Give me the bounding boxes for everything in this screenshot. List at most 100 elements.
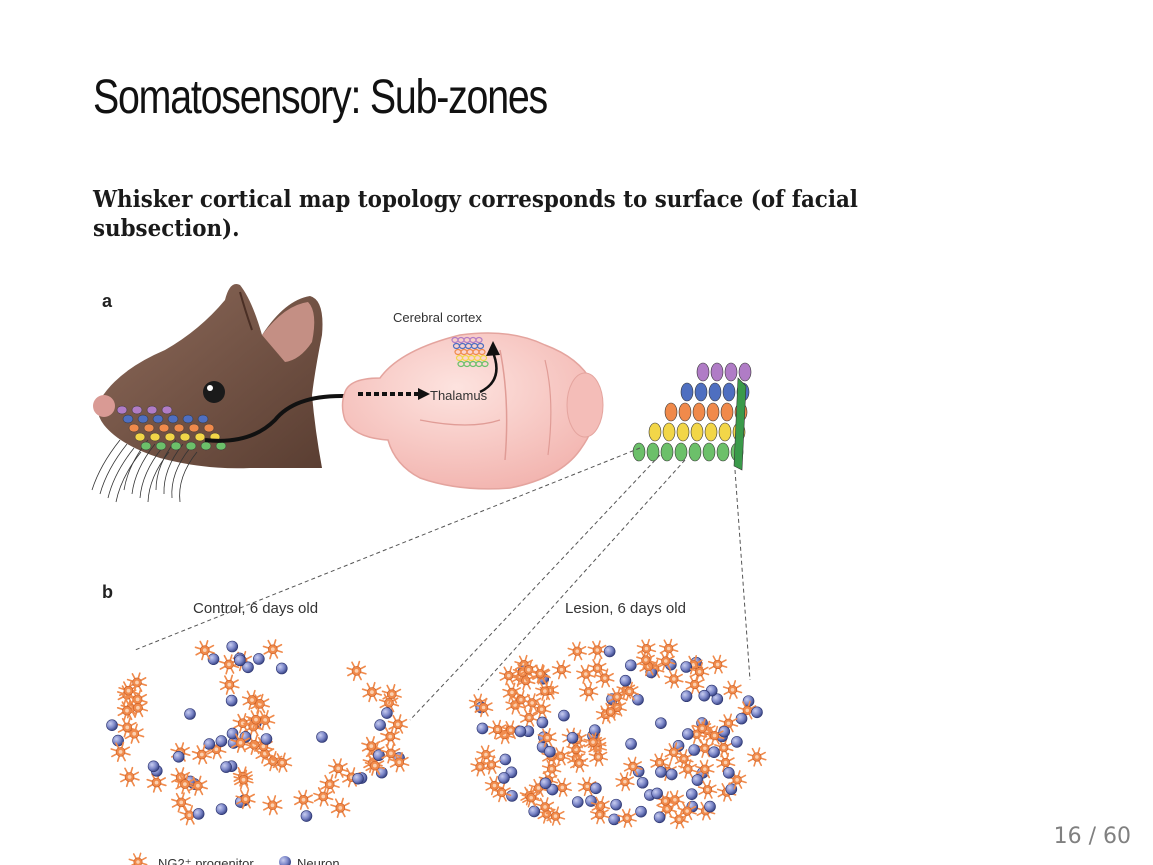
- ng2-nucleus: [697, 670, 702, 674]
- ng2-nucleus: [389, 751, 393, 756]
- ng2-nucleus: [692, 682, 697, 687]
- ng2-cell: [727, 770, 747, 790]
- cortex-barrel: [475, 336, 483, 344]
- ng2-nucleus: [730, 687, 735, 692]
- barrel: [674, 442, 688, 462]
- ng2-nucleus: [519, 697, 523, 702]
- ng2-cell: [313, 786, 334, 807]
- neuron: [686, 788, 698, 800]
- cortex-barrel: [476, 342, 485, 350]
- ng2-nucleus: [657, 760, 662, 765]
- ng2-cell: [707, 654, 728, 675]
- ng2-nucleus: [250, 698, 254, 702]
- ng2-cell: [590, 804, 610, 825]
- ng2-cell: [127, 697, 149, 718]
- barrel: [724, 362, 738, 382]
- ng2-cell: [191, 744, 212, 765]
- ng2-cell: [655, 791, 676, 811]
- page-number: 16 / 60: [1053, 824, 1131, 849]
- ng2-nucleus: [712, 733, 717, 738]
- neuron: [234, 654, 246, 667]
- neuron: [172, 750, 185, 763]
- ng2-nucleus: [243, 797, 248, 801]
- ng2-cell: [127, 689, 148, 710]
- ng2-nucleus: [745, 708, 750, 713]
- neuron: [381, 707, 393, 719]
- neuron: [608, 813, 620, 826]
- neuron: [625, 659, 637, 672]
- ng2-cell: [583, 732, 603, 752]
- ng2-nucleus: [126, 688, 131, 693]
- ng2-cell: [271, 752, 293, 773]
- ng2-cell: [695, 759, 715, 779]
- ng2-nucleus: [338, 805, 343, 810]
- barrel: [722, 382, 736, 402]
- neuron: [184, 708, 196, 720]
- barrel: [718, 422, 732, 442]
- ng2-nucleus: [595, 648, 600, 652]
- ng2-nucleus: [227, 662, 231, 667]
- ng2-cell: [689, 662, 710, 682]
- ng2-nucleus: [703, 767, 707, 771]
- ng2-nucleus: [671, 750, 676, 754]
- ng2-cell: [587, 658, 608, 678]
- ng2-nucleus: [136, 705, 140, 710]
- ng2-cell: [566, 739, 586, 760]
- whisker: [131, 443, 156, 495]
- whisker-pad-dot: [122, 414, 134, 424]
- ng2-nucleus: [202, 648, 207, 653]
- ng2-cell: [262, 795, 283, 816]
- barrel-column: [733, 377, 747, 471]
- ng2-cell: [569, 753, 589, 773]
- neuron: [566, 732, 579, 744]
- neuron: [499, 753, 512, 766]
- ng2-nucleus: [543, 805, 547, 809]
- neuron: [651, 787, 663, 800]
- ng2-cell: [588, 747, 609, 767]
- neuron: [691, 774, 704, 786]
- neuron: [571, 796, 584, 808]
- ng2-cell: [171, 792, 192, 813]
- whisker-pad-dot: [188, 423, 200, 433]
- ng2-nucleus: [389, 692, 394, 697]
- ng2-nucleus: [559, 667, 564, 672]
- neuron: [539, 777, 552, 790]
- ng2-nucleus: [673, 798, 677, 802]
- ng2-cell: [241, 689, 263, 711]
- ng2-nucleus: [575, 649, 580, 653]
- whisker-pad-dot: [134, 432, 146, 442]
- ng2-nucleus: [508, 728, 513, 732]
- ng2-cell: [491, 782, 512, 803]
- ng2-cell: [704, 725, 725, 746]
- ng2-nucleus: [254, 717, 258, 722]
- ng2-nucleus: [543, 689, 547, 693]
- ng2-nucleus: [369, 744, 374, 749]
- ng2-cell: [663, 742, 684, 762]
- barrel: [738, 362, 752, 382]
- cortex-barrel: [481, 360, 489, 368]
- whisker-pad-dot: [131, 405, 143, 415]
- ng2-cell: [487, 719, 508, 740]
- ng2-nucleus: [132, 731, 137, 736]
- neuron: [704, 800, 716, 813]
- ng2-cell: [235, 788, 256, 810]
- neuron: [498, 772, 510, 784]
- ng2-nucleus: [321, 794, 326, 799]
- ng2-nucleus: [489, 763, 494, 767]
- whisker-pad-dot: [167, 414, 179, 424]
- ng2-nucleus: [553, 814, 558, 818]
- control-label: Control, 6 days old: [193, 600, 318, 617]
- barrel-map-enlarged: [632, 362, 752, 471]
- neuron: [352, 772, 364, 785]
- whisker-pad-dot: [140, 441, 152, 451]
- neuron: [653, 811, 666, 824]
- cortex-barrel: [479, 354, 488, 362]
- neuron: [619, 674, 632, 687]
- ng2-cell: [502, 682, 522, 703]
- whisker-pad-dot: [164, 432, 176, 442]
- ng2-cell: [470, 757, 490, 777]
- ng2-cell: [600, 702, 621, 722]
- ng2-nucleus: [241, 777, 246, 782]
- ng2-nucleus: [549, 767, 554, 771]
- ng2-cell: [623, 756, 643, 777]
